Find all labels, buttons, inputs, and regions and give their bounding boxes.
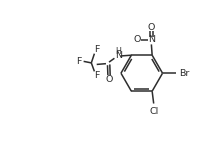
- Text: N: N: [115, 52, 122, 61]
- Text: Cl: Cl: [149, 107, 158, 116]
- Text: H: H: [115, 47, 121, 56]
- Text: O: O: [134, 35, 141, 44]
- Text: F: F: [76, 57, 82, 66]
- Text: F: F: [94, 71, 99, 80]
- Text: O: O: [105, 75, 113, 84]
- Text: F: F: [94, 45, 99, 54]
- Text: Br: Br: [179, 69, 190, 78]
- Text: N: N: [148, 35, 155, 44]
- Text: O: O: [148, 23, 155, 32]
